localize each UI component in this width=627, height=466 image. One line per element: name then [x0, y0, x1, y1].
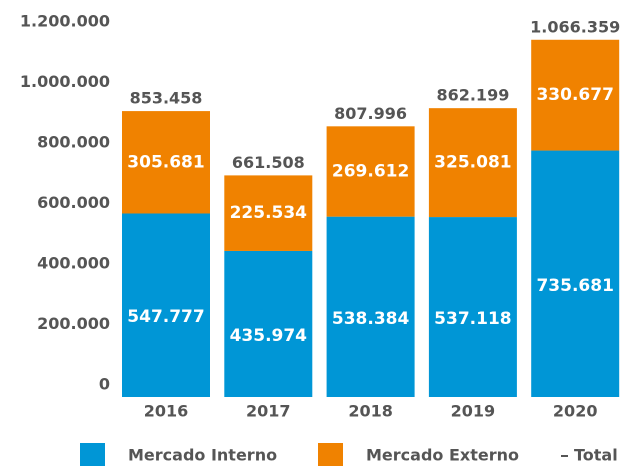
legend-label: Mercado Interno: [128, 446, 277, 465]
bar-segment: [428, 217, 517, 397]
bar-segment: [224, 250, 313, 397]
value-label: 325.081: [434, 153, 511, 173]
x-tick-label: 2017: [246, 402, 291, 421]
legend-swatch: [80, 443, 105, 466]
x-tick-label: 2020: [553, 402, 598, 421]
bar-segment: [224, 175, 313, 251]
y-tick-label: 0: [99, 375, 110, 394]
y-tick-label: 200.000: [37, 314, 110, 333]
legend-label: Total: [574, 446, 618, 465]
x-tick-label: 2016: [144, 402, 189, 421]
bar-segment: [122, 111, 210, 214]
value-label: 537.118: [434, 309, 511, 329]
y-tick-label: 600.000: [37, 193, 110, 212]
total-label: 661.508: [232, 153, 305, 172]
total-label: 1.066.359: [530, 17, 620, 36]
total-label: 853.458: [130, 89, 203, 108]
bar-segment: [531, 150, 620, 397]
total-label: 862.199: [436, 86, 509, 105]
total-label: 807.996: [334, 104, 407, 123]
value-label: 269.612: [332, 161, 409, 181]
value-label: 330.677: [536, 85, 613, 105]
y-tick-label: 800.000: [37, 133, 110, 152]
value-label: 538.384: [332, 309, 410, 329]
y-tick-label: 1.200.000: [20, 12, 110, 31]
x-tick-label: 2019: [451, 402, 496, 421]
x-tick-label: 2018: [348, 402, 393, 421]
bar-segment: [531, 39, 620, 151]
bar-segment: [428, 108, 517, 218]
legend-swatch: [318, 443, 343, 466]
value-label: 225.534: [230, 203, 308, 223]
bar-segment: [122, 213, 210, 397]
bar-segment: [326, 216, 415, 397]
value-label: 435.974: [230, 326, 308, 346]
y-tick-label: 400.000: [37, 254, 110, 273]
value-label: 735.681: [536, 276, 613, 296]
value-label: 305.681: [127, 152, 204, 172]
value-label: 547.777: [127, 307, 204, 327]
legend-label: Mercado Externo: [366, 446, 519, 465]
y-tick-label: 1.000.000: [20, 72, 110, 91]
bar-segment: [326, 126, 415, 217]
